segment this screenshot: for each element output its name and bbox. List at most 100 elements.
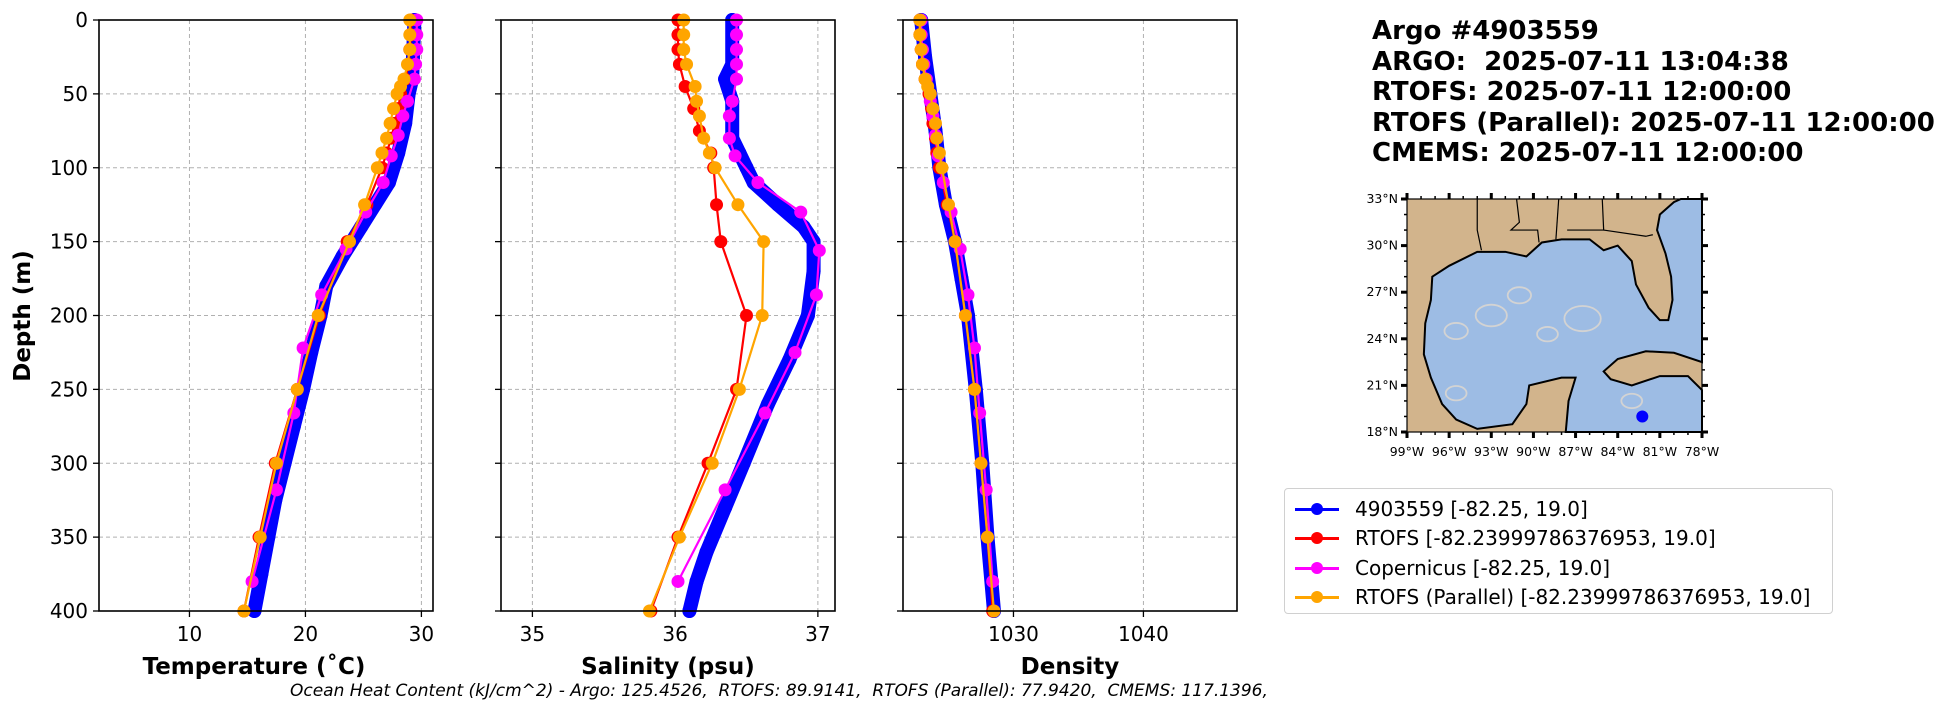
data-point: [961, 288, 975, 302]
x-tick-label: 1030: [988, 622, 1039, 646]
data-point: [690, 94, 704, 108]
lat-label: 18°N: [1366, 424, 1398, 439]
data-point: [343, 235, 356, 249]
lon-label: 84°W: [1600, 444, 1635, 459]
salinity-x-axis-label: Salinity (psu): [581, 654, 755, 680]
density-x-axis-label: Density: [1021, 654, 1120, 680]
data-point: [269, 483, 283, 497]
data-point: [935, 161, 949, 175]
x-tick-label: 1040: [1118, 622, 1169, 646]
data-point: [396, 109, 410, 123]
data-point: [688, 79, 702, 93]
data-point: [974, 456, 988, 470]
lat-label: 21°N: [1366, 377, 1398, 392]
data-point: [403, 43, 417, 57]
legend-swatch: [1295, 528, 1339, 548]
axes-frame: [902, 19, 1238, 612]
lon-label: 78°W: [1685, 444, 1720, 459]
data-point: [740, 309, 754, 322]
data-point: [677, 43, 691, 57]
state-border: [1603, 229, 1653, 237]
current-streamline: [1474, 303, 1508, 328]
legend-item-copernicus: Copernicus [-82.25, 19.0]: [1295, 553, 1832, 583]
y-tick-label: 0: [75, 8, 88, 32]
info-argo-time: ARGO: 2025-07-11 13:04:38: [1372, 46, 1789, 77]
data-point: [296, 341, 310, 355]
y-tick-label: 100: [50, 156, 88, 180]
x-tick-label: 30: [409, 622, 434, 646]
y-tick-label: 50: [63, 82, 88, 106]
lat-label: 24°N: [1366, 331, 1398, 346]
lon-label: 99°W: [1390, 444, 1425, 459]
salinity-panel: 35 36 37 Salinity (psu): [495, 13, 836, 680]
data-point: [812, 243, 826, 257]
info-cmems-time: CMEMS: 2025-07-11 12:00:00: [1372, 138, 1804, 168]
data-point: [809, 288, 823, 302]
ocean-heat-content-footer: Ocean Heat Content (kJ/cm^2) - Argo: 125…: [290, 681, 1268, 701]
y-tick-label: 150: [50, 230, 88, 254]
data-point: [718, 72, 733, 87]
lat-label: 30°N: [1366, 238, 1398, 253]
data-point: [403, 28, 417, 42]
data-point: [680, 57, 694, 71]
data-point: [986, 574, 1000, 588]
info-rtofs-time: RTOFS: 2025-07-11 12:00:00: [1372, 77, 1792, 107]
location-map: 33°N 30°N 27°N 24°N 21°N 18°N 99°W 96°W 93°W 90°W…: [1366, 191, 1719, 459]
info-rtofs-parallel-time: RTOFS (Parallel): 2025-07-11 12:00:00: [1372, 107, 1935, 138]
current-streamline: [1563, 305, 1602, 333]
density-panel: 1030 1040 Density: [897, 13, 1238, 680]
data-point: [722, 131, 736, 145]
data-point: [705, 456, 719, 470]
legend-label: Copernicus [-82.25, 19.0]: [1355, 555, 1611, 580]
lon-label: 81°W: [1643, 444, 1678, 459]
data-point: [678, 79, 692, 93]
data-point: [948, 235, 962, 249]
current-streamline: [1536, 326, 1559, 343]
data-point: [731, 198, 745, 212]
axes-frame: [500, 19, 836, 612]
data-point: [915, 57, 929, 71]
y-tick-label: 350: [50, 525, 88, 549]
data-point: [730, 43, 744, 57]
map-ocean: [1422, 198, 1703, 433]
profile-info: Argo #4903559 ARGO: 2025-07-11 13:04:38 RT…: [1372, 16, 1935, 169]
data-point: [387, 102, 401, 116]
data-point: [732, 382, 746, 396]
x-tick-label: 37: [805, 622, 830, 646]
axes-frame: [98, 19, 434, 612]
data-point: [375, 146, 389, 160]
state-border: [1476, 199, 1483, 251]
legend-item-rtofs-parallel: RTOFS (Parallel) [-82.23999786376953, 19…: [1295, 583, 1832, 613]
data-point: [722, 109, 736, 123]
data-point: [757, 235, 771, 249]
data-point: [730, 57, 744, 71]
lon-label: 90°W: [1516, 444, 1551, 459]
data-point: [390, 87, 404, 101]
data-point: [383, 116, 397, 130]
lon-label: 93°W: [1474, 444, 1509, 459]
data-point: [269, 456, 283, 470]
data-point: [290, 382, 304, 396]
current-streamline: [1443, 322, 1469, 341]
data-point: [788, 345, 802, 359]
data-point: [672, 530, 686, 544]
data-point: [671, 574, 685, 588]
data-point: [400, 94, 414, 108]
info-title: Argo #4903559: [1372, 16, 1599, 46]
data-point: [770, 197, 785, 212]
lon-label: 96°W: [1432, 444, 1467, 459]
float-location-marker: [1636, 410, 1649, 423]
data-point: [914, 43, 928, 57]
data-point: [725, 94, 739, 108]
data-point: [913, 28, 927, 42]
x-tick-label: 10: [177, 622, 202, 646]
state-border: [1555, 198, 1560, 240]
data-point: [376, 176, 390, 190]
data-point: [932, 146, 946, 160]
y-axis-label: Depth (m): [10, 250, 36, 382]
data-point: [967, 341, 981, 355]
legend: 4903559 [-82.25, 19.0] RTOFS [-82.239997…: [1284, 488, 1833, 614]
data-point: [253, 530, 267, 544]
data-point: [936, 176, 950, 190]
